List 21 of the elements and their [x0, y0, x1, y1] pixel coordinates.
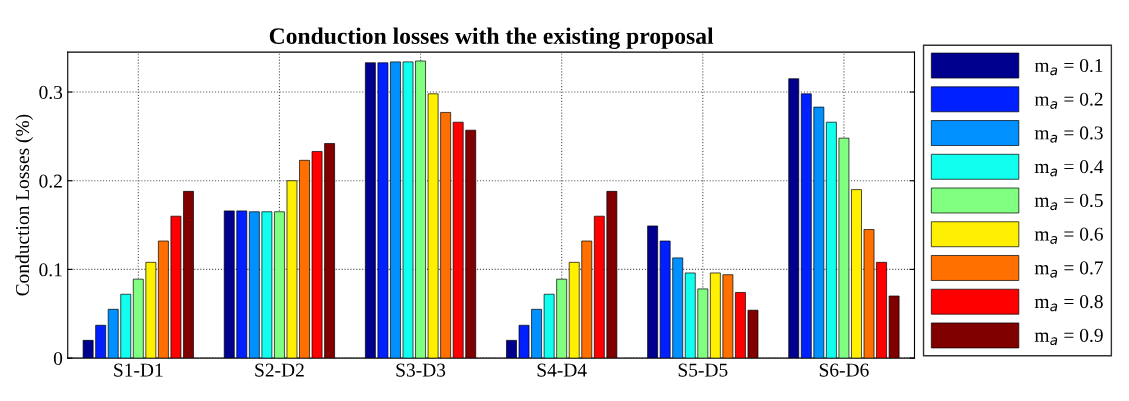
chart-title: Conduction losses with the existing proposal [269, 27, 714, 50]
x-tick-label: S4-D4 [537, 363, 587, 377]
legend-label: m$_{a}$ = 0.8 [1034, 295, 1103, 312]
legend-label: m$_{a}$ = 0.4 [1034, 160, 1104, 177]
y-axis-title: Conduction Losses (%) [15, 114, 34, 296]
legend-label: m$_{a}$ = 0.7 [1034, 261, 1103, 278]
y-tick-label: 0 [53, 351, 63, 366]
legend-label: m$_{a}$ = 0.5 [1034, 193, 1103, 211]
legend-label: m$_{a}$ = 0.1 [1034, 58, 1103, 76]
legend-label: m$_{a}$ = 0.6 [1034, 227, 1103, 244]
y-tick-label: 0.3 [39, 85, 63, 100]
y-tick-label: 0.1 [39, 263, 62, 277]
x-tick-label: S2-D2 [255, 363, 304, 377]
x-tick-label: S3-D3 [396, 363, 446, 377]
legend-label: m$_{a}$ = 0.3 [1034, 126, 1103, 143]
x-tick-label: S6-D6 [819, 363, 869, 377]
x-tick-label: S5-D5 [678, 363, 728, 377]
x-tick-label: S1-D1 [114, 363, 163, 377]
y-tick-label: 0.2 [39, 174, 62, 188]
legend-label: m$_{a}$ = 0.2 [1034, 92, 1103, 109]
legend-label: m$_{a}$ = 0.9 [1034, 328, 1103, 346]
